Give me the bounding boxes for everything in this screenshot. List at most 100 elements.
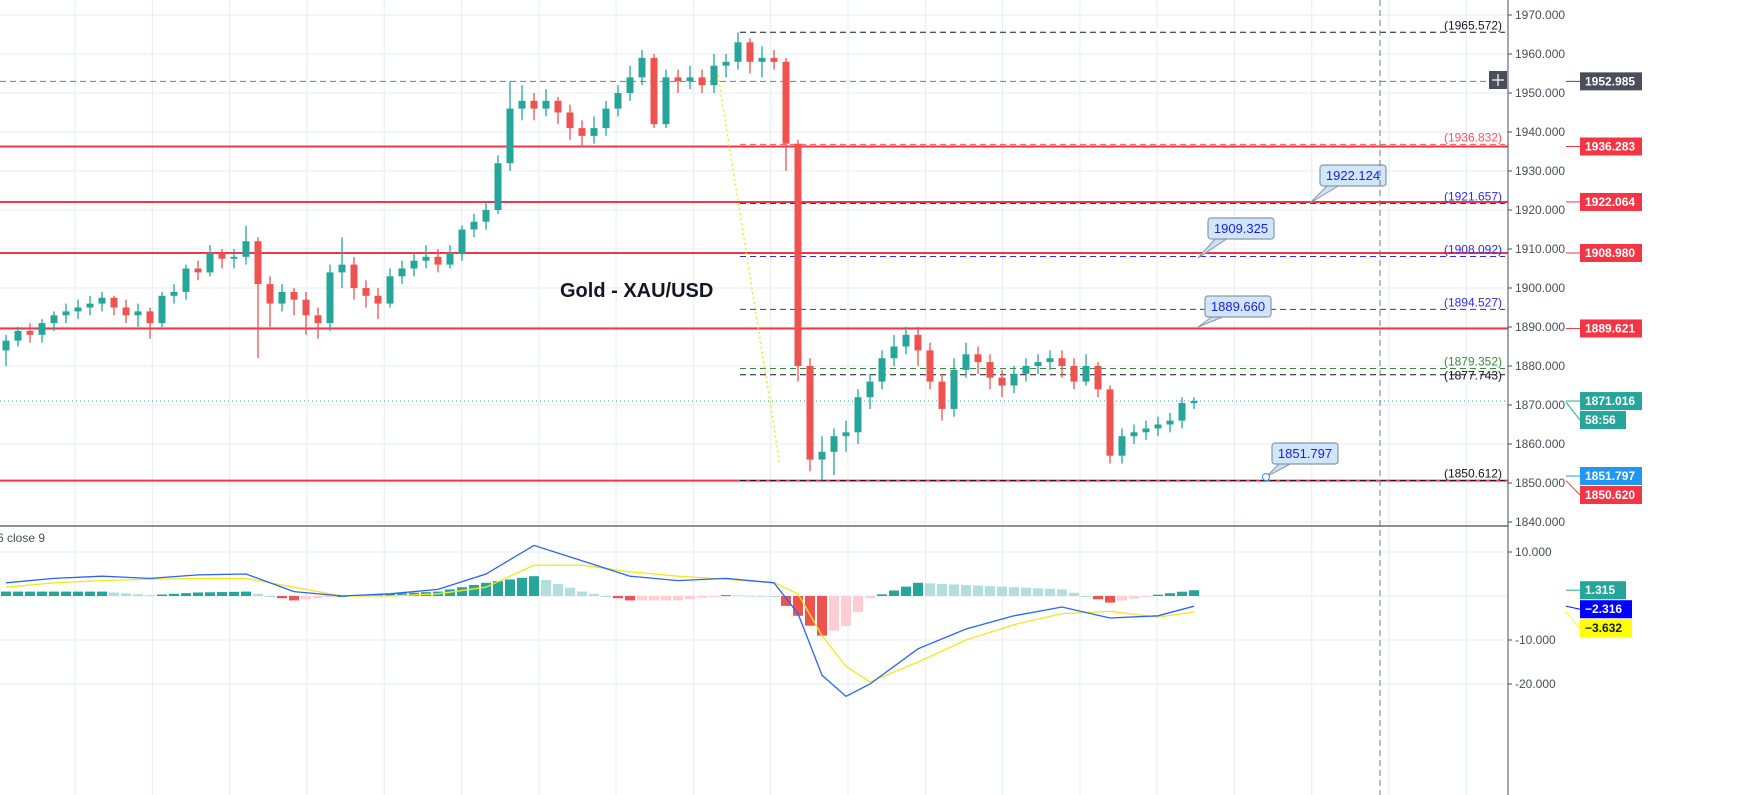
candle-body <box>26 330 34 335</box>
callout-box[interactable] <box>1271 442 1339 465</box>
candle-body <box>578 128 586 136</box>
axis-label: 1920.000 <box>1515 203 1565 217</box>
candle-body <box>830 436 838 452</box>
candle-body <box>1070 366 1078 382</box>
candle-body <box>278 291 286 304</box>
candle-body <box>734 42 742 62</box>
candle-body <box>314 315 322 324</box>
fibonacci-levels[interactable]: (1965.572) (1936.832) (1921.657) (1908.092)… <box>740 18 1505 482</box>
candle-body <box>146 311 154 324</box>
callout-label: 1889.660 <box>1211 299 1265 314</box>
macd-pane <box>1 544 1199 698</box>
histogram-bar <box>853 596 863 613</box>
histogram-bar <box>229 591 239 596</box>
price-tag-bg <box>1580 72 1642 91</box>
histogram-bar <box>793 596 803 616</box>
level-label: (1936.832) <box>1444 130 1502 144</box>
candle-body <box>302 299 310 316</box>
histogram-bar <box>817 596 827 636</box>
axis-label: 1930.000 <box>1515 164 1565 178</box>
candle-body <box>410 260 418 269</box>
histogram-bar <box>637 596 647 601</box>
histogram-bar <box>277 596 287 599</box>
histogram-bar <box>217 592 227 596</box>
histogram-bar <box>181 593 191 596</box>
candle-body <box>914 334 922 351</box>
candle-body <box>1190 401 1198 404</box>
histogram-bar <box>1033 588 1043 596</box>
histogram-bar <box>61 591 71 596</box>
histogram-bar <box>73 591 83 596</box>
macd-value-signal: −3.632 <box>1585 621 1622 635</box>
candle-body <box>686 77 694 82</box>
histogram-bar <box>397 593 407 596</box>
histogram-bar <box>481 582 491 596</box>
histogram-bar <box>253 593 263 596</box>
level-label: (1894.527) <box>1444 295 1502 309</box>
callout-box[interactable] <box>1319 164 1387 187</box>
candle-body <box>1058 358 1066 366</box>
axis-label: -20.000 <box>1515 677 1556 691</box>
histogram-bar <box>889 590 899 596</box>
tag-connector <box>1565 480 1581 496</box>
candle-body <box>758 57 766 62</box>
candle-body <box>902 334 910 347</box>
callout-box[interactable] <box>1204 295 1272 318</box>
candle-body <box>50 315 58 324</box>
macd-value-histogram: 1.315 <box>1585 583 1615 597</box>
macd-value-signal-bg <box>1580 619 1632 638</box>
price-tag: 1850.620 <box>1585 488 1635 502</box>
grid <box>0 0 1508 795</box>
price-tag-bg <box>1580 137 1642 156</box>
price-callouts[interactable]: 1922.124 1909.325 1889.660 1851.797 <box>1197 164 1387 481</box>
histogram-bar <box>937 583 947 596</box>
price-tag: 1922.064 <box>1585 195 1635 209</box>
histogram-bar <box>829 596 839 631</box>
candle-body <box>1178 403 1186 421</box>
macd-value-macd: −2.316 <box>1585 602 1622 616</box>
histogram-bar <box>553 583 563 596</box>
candle-body <box>482 210 490 222</box>
axis-label: 1960.000 <box>1515 47 1565 61</box>
bar-countdown: 58:56 <box>1585 413 1616 427</box>
support-resistance-lines[interactable] <box>0 80 1508 482</box>
candles <box>2 32 1198 481</box>
candle-body <box>206 252 214 273</box>
histogram-bar <box>205 592 215 596</box>
histogram-bar <box>997 586 1007 596</box>
candle-body <box>398 268 406 277</box>
trend-line[interactable] <box>717 74 781 466</box>
candle-body <box>1034 362 1042 366</box>
price-axis[interactable]: 1970.000 1960.000 1950.000 1940.000 1930.000… <box>1508 8 1642 691</box>
histogram-bar <box>145 595 155 597</box>
candle-body <box>434 256 442 265</box>
histogram-bar <box>673 596 683 601</box>
price-tag-bg <box>1580 243 1642 262</box>
histogram-bar <box>1165 593 1175 596</box>
candle-body <box>746 42 754 62</box>
histogram-bar <box>613 596 623 599</box>
histogram-bar <box>721 595 731 597</box>
histogram-bar <box>1057 589 1067 596</box>
candle-body <box>446 252 454 265</box>
candle-body <box>794 143 802 366</box>
histogram-bar <box>505 579 515 596</box>
callout-box[interactable] <box>1207 217 1275 240</box>
histogram-bar <box>949 584 959 596</box>
histogram-bar <box>169 593 179 596</box>
candle-body <box>842 432 850 437</box>
callout-label: 1909.325 <box>1214 221 1268 236</box>
candle-body <box>950 369 958 409</box>
histogram-bar <box>1009 587 1019 596</box>
price-tag: 1952.985 <box>1585 74 1635 88</box>
candle-body <box>494 163 502 210</box>
histogram-bar <box>385 593 395 596</box>
histogram-bar <box>49 591 59 596</box>
histogram-bar <box>1069 592 1079 596</box>
histogram-bar <box>493 581 503 596</box>
histogram-bar <box>1141 596 1151 597</box>
crosshair-plus-button[interactable] <box>1489 71 1507 89</box>
candle-body <box>986 362 994 378</box>
candle-body <box>866 381 874 398</box>
